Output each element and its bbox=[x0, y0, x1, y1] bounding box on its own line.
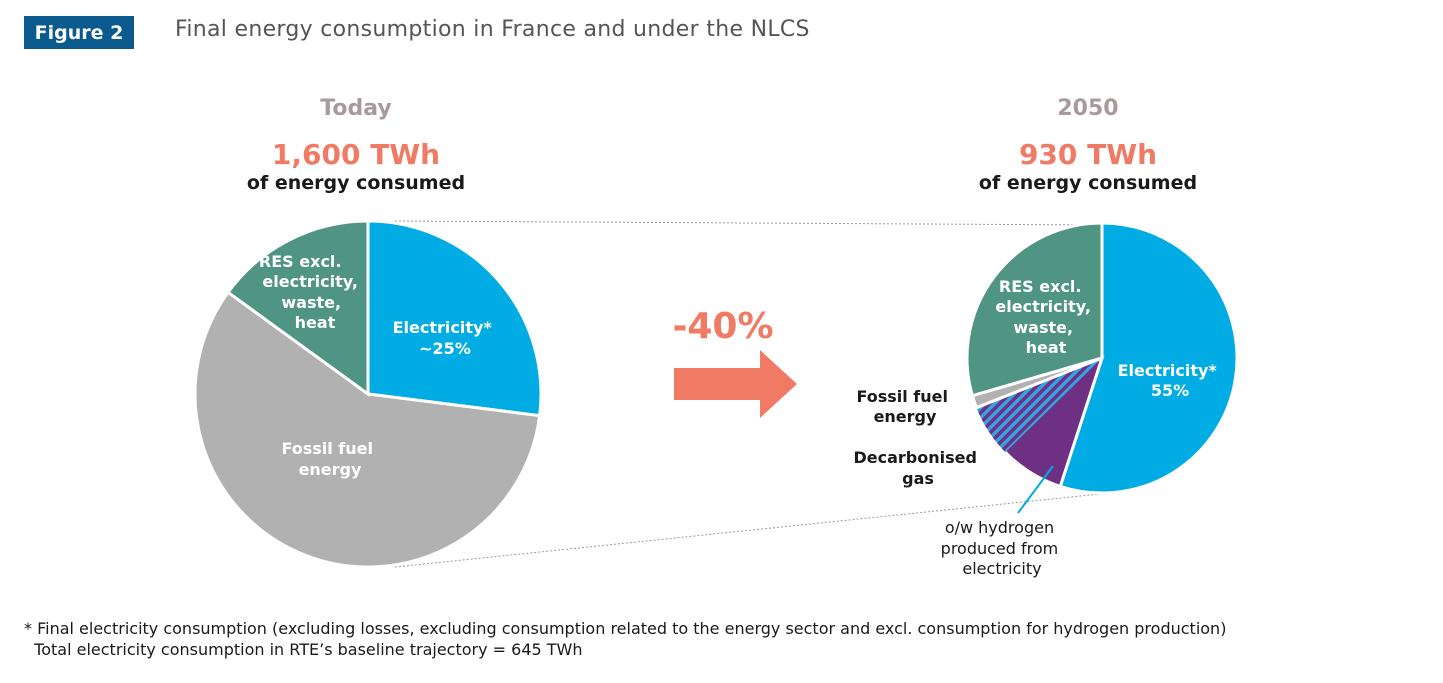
total-2050: 930 TWh bbox=[1019, 138, 1157, 171]
subtitle-today: of energy consumed bbox=[247, 172, 465, 194]
label-today-fossil: Fossil fuel energy bbox=[281, 439, 378, 479]
figure-badge: Figure 2 bbox=[24, 16, 134, 49]
label-2050-fossil: Fossil fuel energy bbox=[856, 387, 953, 426]
label-2050-electricity: Electricity* 55% bbox=[1118, 361, 1223, 400]
callout-hydrogen: o/w hydrogen produced from electricity bbox=[941, 518, 1064, 578]
pie-chart-comparison: Today 1,600 TWh of energy consumed 2050 … bbox=[193, 96, 1239, 578]
subtitle-2050: of energy consumed bbox=[979, 172, 1197, 194]
pie-slice-electricity bbox=[1058, 221, 1239, 495]
pie-slice-hydrogen-hatch bbox=[976, 358, 1102, 453]
pie-slice-fossil bbox=[193, 290, 542, 569]
header-today: Today bbox=[320, 96, 391, 121]
pie-today bbox=[193, 219, 543, 569]
label-2050-res: RES excl. electricity, waste, heat bbox=[995, 277, 1096, 357]
total-today: 1,600 TWh bbox=[272, 138, 440, 171]
label-2050-decarbonised-gas: Decarbonised gas bbox=[853, 448, 982, 488]
header-2050: 2050 bbox=[1057, 96, 1118, 121]
pie-slice-res bbox=[225, 219, 370, 397]
pie-slice-res bbox=[965, 221, 1104, 398]
label-today-electricity: Electricity* ~25% bbox=[393, 318, 498, 358]
callout-leader-line bbox=[1017, 465, 1054, 514]
2050-slice-labels: RES excl. electricity, waste, heat Elect… bbox=[853, 277, 1223, 578]
connector-top bbox=[394, 220, 1101, 226]
figure-title: Final energy consumption in France and u… bbox=[175, 17, 810, 42]
footnote-line-2: Total electricity consumption in RTE’s b… bbox=[24, 640, 583, 659]
pie-2050 bbox=[965, 221, 1239, 495]
pie-slice-electricity bbox=[366, 219, 543, 418]
today-slice-labels: RES excl. electricity, waste, heat Elect… bbox=[259, 252, 498, 479]
change-label: -40% bbox=[672, 306, 773, 347]
footnote: * Final electricity consumption (excludi… bbox=[24, 618, 1226, 660]
right-arrow-icon bbox=[674, 350, 797, 418]
footnote-line-1: * Final electricity consumption (excludi… bbox=[24, 619, 1227, 638]
label-today-res: RES excl. electricity, waste, heat bbox=[259, 252, 364, 332]
